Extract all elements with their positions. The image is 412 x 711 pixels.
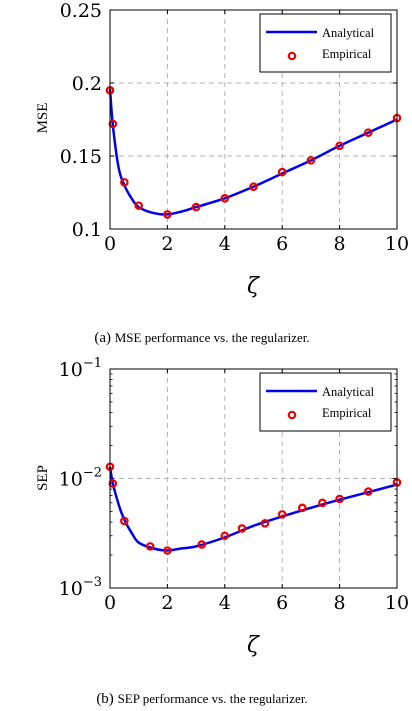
panel-b-x-tick-label: 6 [276, 592, 288, 614]
panel-a-x-tick-label: 2 [161, 233, 173, 255]
panel-a-series-empirical-point [306, 156, 316, 165]
panel-a-series-empirical-point [220, 194, 230, 203]
panel-a-y-tick-label: 0.25 [60, 0, 102, 22]
panel-b-series-empirical-point [237, 524, 247, 533]
panel-a-x-ticks: 0 2 4 6 8 10 [104, 10, 409, 255]
panel-a-x-tick-label: 10 [385, 233, 409, 255]
panel-b-series-empirical-point [120, 516, 129, 526]
tick-base: 10 [59, 469, 83, 491]
panel-b-series [105, 462, 402, 555]
panel-b-series-empirical-point [335, 494, 344, 504]
panel-a-series [105, 86, 402, 219]
panel-b-x-tick-label: 8 [334, 592, 346, 614]
panel-a-legend-analytical-label: Analytical [322, 26, 375, 40]
panel-a-mse-chart: 0.1 0.15 0.2 0.25 0 2 4 6 8 10 MSE ζ Analytical … [35, 0, 409, 346]
panel-a-y-ticks: 0.1 0.15 0.2 0.25 [60, 0, 397, 241]
panel-b-series-empirical-point [277, 510, 287, 519]
panel-a-series-empirical-point [249, 182, 258, 191]
tick-exponent: −3 [83, 575, 102, 590]
panel-a-series-empirical-point [134, 201, 144, 210]
panel-a-y-tick-label: 0.2 [72, 73, 102, 95]
panel-a-series-empirical-point [191, 202, 201, 212]
panel-b-series-empirical-point [145, 542, 155, 551]
panel-a-x-tick-label: 6 [276, 233, 288, 255]
panel-b-legend: Analytical Empirical [259, 372, 392, 432]
panel-b-series-empirical-point [163, 546, 172, 555]
panel-b-legend-box [259, 372, 392, 432]
panel-a-series-empirical-point [335, 141, 344, 151]
panel-b-series-empirical-point [318, 498, 327, 508]
panel-b-series-empirical-point [297, 503, 307, 513]
panel-b-legend-empirical-label: Empirical [322, 406, 372, 420]
tick-exponent: −2 [83, 466, 102, 481]
panel-b-series-empirical-point [220, 531, 230, 541]
panel-a-x-tick-label: 8 [334, 233, 346, 255]
panel-b-legend-analytical-label: Analytical [322, 385, 375, 399]
panel-b-x-axis-label: ζ [247, 633, 261, 658]
panel-b-y-tick-label: 10−3 [59, 575, 102, 600]
panel-b-caption-label: (b) [96, 691, 114, 707]
panel-a-series-empirical-point [363, 128, 373, 137]
panel-a-series-empirical-point [277, 167, 287, 177]
panel-a-caption-text: MSE performance vs. the regularizer. [115, 330, 310, 345]
panel-b-y-tick-label: 10−1 [59, 356, 102, 381]
panel-b-x-tick-label: 2 [161, 592, 173, 614]
panel-a-series-empirical-point [163, 210, 172, 219]
panel-b-sep-chart: 10−310−210−1 0 2 4 6 8 10 SEP ζ Analytical Em… [35, 356, 409, 707]
panel-a-plot-frame [109, 9, 398, 230]
panel-a-y-tick-label: 0.1 [72, 219, 102, 241]
panel-b-series-analytical-line [108, 466, 398, 552]
panel-a-y-axis-label: MSE [35, 103, 51, 134]
panel-a-x-tick-label: 0 [104, 233, 116, 255]
panel-a-y-tick-label: 0.15 [60, 146, 102, 168]
panel-a-legend-box [259, 13, 392, 73]
panel-b-series-empirical-point [363, 487, 373, 496]
panel-a-legend-empirical-label: Empirical [322, 47, 372, 61]
panel-a-legend: Analytical Empirical [259, 13, 392, 73]
panel-b-y-ticks: 10−310−210−1 [59, 356, 397, 600]
panel-b-plot-frame [109, 368, 398, 589]
panel-b-x-tick-label: 4 [219, 592, 231, 614]
panel-b-y-tick-label: 10−2 [59, 466, 102, 491]
panel-a-x-tick-label: 4 [219, 233, 231, 255]
panel-b-x-tick-label: 10 [385, 592, 409, 614]
panel-b-caption: (b) SEP performance vs. the regularizer. [96, 691, 307, 707]
panel-b-legend-empirical-swatch [287, 410, 297, 420]
panel-a-series-analytical-line [108, 88, 398, 216]
tick-exponent: −1 [83, 356, 102, 371]
panel-b-x-ticks: 0 2 4 6 8 10 [104, 369, 409, 614]
panel-b-x-tick-label: 0 [104, 592, 116, 614]
tick-base: 10 [59, 359, 83, 381]
panel-a-x-axis-label: ζ [247, 274, 261, 299]
panel-a-caption: (a) MSE performance vs. the regularizer. [94, 330, 309, 346]
panel-b-series-empirical-point [197, 540, 207, 549]
panel-a-series-empirical-point [120, 177, 129, 187]
tick-base: 10 [59, 578, 83, 600]
panel-a-legend-empirical-swatch [287, 51, 297, 61]
panel-a-caption-label: (a) [94, 330, 111, 346]
panel-b-caption-text: SEP performance vs. the regularizer. [118, 691, 308, 706]
panel-b-y-axis-label: SEP [35, 465, 51, 491]
panel-b-series-empirical-point [260, 518, 270, 528]
